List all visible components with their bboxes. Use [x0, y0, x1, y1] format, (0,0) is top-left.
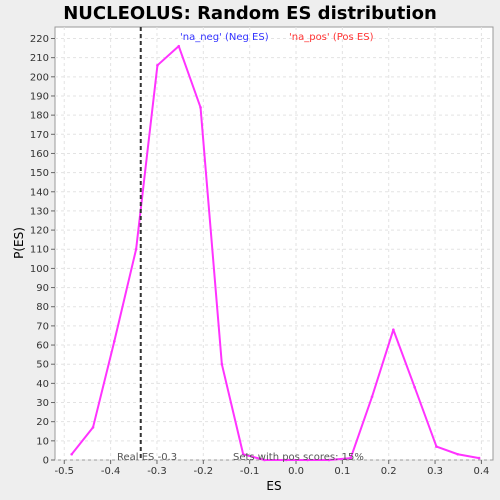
series-line	[70, 45, 480, 461]
x-tick-label: 0.1	[334, 466, 350, 477]
y-tick-label: 10	[36, 436, 49, 447]
y-tick-label: 220	[30, 34, 49, 45]
x-tick-label: 0.0	[288, 466, 304, 477]
data-point	[306, 458, 309, 462]
y-tick-label: 130	[30, 206, 49, 217]
x-axis: -0.5 -0.4 -0.3 -0.2 -0.1 0.0 0.1 0.2 0.3 0.4	[55, 460, 489, 477]
data-point	[413, 385, 416, 389]
y-tick-label: 80	[36, 302, 49, 313]
y-tick-label: 120	[30, 226, 49, 237]
data-point	[477, 456, 481, 460]
data-point	[327, 458, 331, 462]
y-tick-label: 210	[30, 53, 49, 64]
y-axis: 0 10 20 30 40 50 60 70 80 90 100 110 120 130 140 150 160…	[30, 34, 55, 467]
y-tick-label: 40	[36, 379, 49, 390]
x-tick-label: -0.1	[240, 466, 260, 477]
data-point	[199, 106, 202, 109]
x-tick-label: 0.3	[427, 466, 443, 477]
data-point	[349, 456, 353, 460]
series-layer	[70, 44, 481, 462]
y-tick-label: 170	[30, 130, 49, 141]
y-tick-label: 70	[36, 321, 49, 332]
data-point	[241, 452, 245, 456]
data-point	[134, 247, 138, 251]
y-tick-label: 50	[36, 360, 49, 371]
legend-neg-label: 'na_neg' (Neg ES)	[180, 32, 269, 43]
y-tick-label: 100	[30, 264, 49, 275]
data-point	[156, 64, 159, 67]
data-point	[284, 458, 288, 462]
x-axis-label: ES	[266, 479, 281, 493]
x-tick-label: 0.2	[381, 466, 397, 477]
y-tick-label: 30	[36, 398, 49, 409]
data-point	[177, 44, 181, 48]
data-point	[370, 395, 374, 399]
data-point	[220, 362, 224, 366]
data-point	[70, 452, 73, 456]
x-tick-label: -0.4	[101, 466, 121, 477]
y-tick-label: 200	[30, 72, 49, 83]
data-point	[91, 426, 95, 429]
y-tick-label: 160	[30, 149, 49, 160]
data-point	[392, 328, 395, 332]
grid-lines	[55, 27, 493, 461]
y-tick-label: 190	[30, 91, 49, 102]
y-tick-label: 140	[30, 187, 49, 198]
y-tick-label: 110	[30, 245, 49, 256]
data-point	[113, 339, 116, 343]
plot-background	[54, 26, 494, 461]
data-point	[456, 452, 460, 456]
chart-title: NUCLEOLUS: Random ES distribution	[63, 3, 437, 24]
pos-scores-annotation: Sets with pos scores: 15%	[233, 452, 364, 463]
x-tick-label: 0.4	[473, 466, 489, 477]
x-tick-label: -0.2	[194, 466, 214, 477]
y-tick-label: 150	[30, 168, 49, 179]
data-point	[435, 445, 438, 448]
y-axis-label: P(ES)	[12, 227, 26, 259]
x-tick-label: -0.3	[147, 466, 167, 477]
y-tick-label: 20	[36, 417, 49, 428]
legend-pos-label: 'na_pos' (Pos ES)	[289, 32, 374, 43]
real-es-label: Real ES -0.3	[117, 452, 177, 463]
y-tick-label: 0	[43, 456, 49, 467]
y-tick-label: 90	[36, 283, 49, 294]
x-tick-label: -0.5	[55, 466, 75, 477]
data-point	[263, 458, 266, 462]
y-tick-label: 60	[36, 341, 49, 352]
y-tick-label: 180	[30, 111, 49, 122]
